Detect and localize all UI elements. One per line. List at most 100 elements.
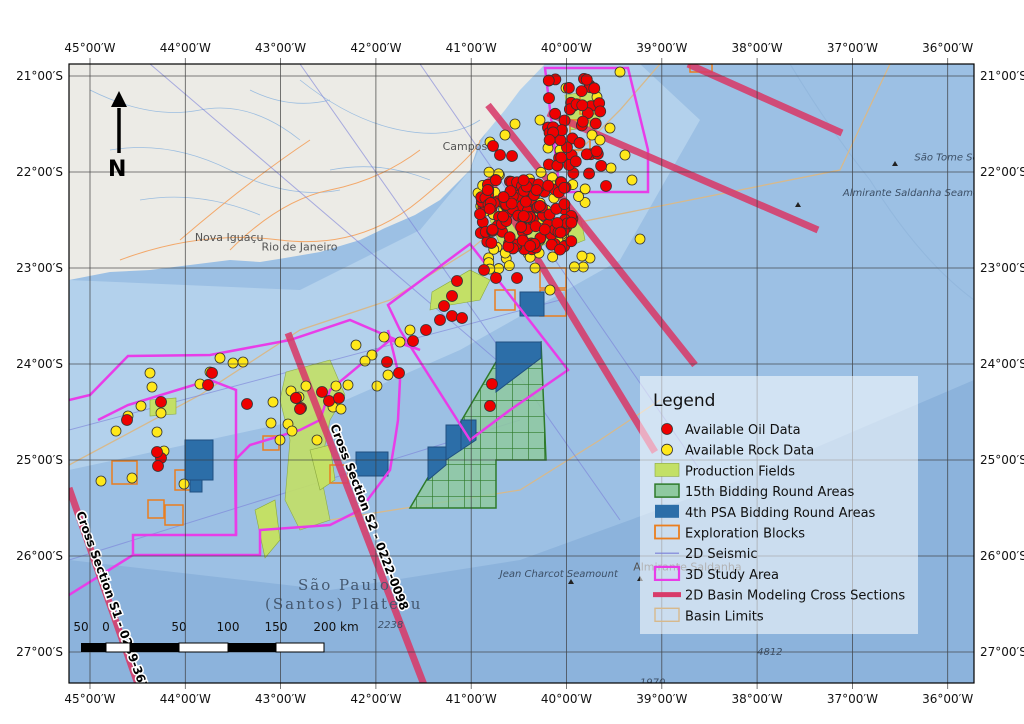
cross-section-lines xyxy=(69,64,844,683)
oil-data-point xyxy=(576,99,589,112)
scale-bar-label: 50 xyxy=(73,620,88,634)
latitude-tick-label: 22°00′S xyxy=(980,165,1024,179)
oil-data-point xyxy=(333,392,345,404)
rock-data-point xyxy=(144,367,156,379)
rock-data-point xyxy=(265,417,277,429)
legend-label: 15th Bidding Round Areas xyxy=(685,485,854,500)
oil-data-point xyxy=(407,335,419,347)
rock-data-point xyxy=(151,426,163,438)
rock-data-point xyxy=(227,357,239,369)
rock-data-point xyxy=(614,66,626,78)
oil-data-point xyxy=(506,150,518,162)
oil-data-point xyxy=(241,398,253,410)
legend-label: 2D Basin Modeling Cross Sections xyxy=(685,589,905,604)
legend-item: 2D Basin Modeling Cross Sections xyxy=(653,589,905,604)
legend-label: 4th PSA Bidding Round Areas xyxy=(685,506,876,521)
oil-data-point xyxy=(588,82,601,95)
longitude-tick-label: 38°00′W xyxy=(732,692,783,706)
place-label: Rio de Janeiro xyxy=(262,241,338,254)
oil-data-point xyxy=(446,310,458,322)
oil-data-point xyxy=(503,231,516,244)
oil-data-point xyxy=(505,197,518,210)
oil-data-point xyxy=(484,400,496,412)
longitude-tick-label: 41°00′W xyxy=(446,692,497,706)
oil-data-point xyxy=(530,184,543,196)
rock-data-point xyxy=(366,349,378,361)
legend-round15-symbol xyxy=(654,483,680,498)
longitude-tick-label: 41°00′W xyxy=(446,41,497,55)
rock-data-point xyxy=(569,261,580,273)
legend: Legend Available Oil Data Available Rock … xyxy=(640,376,918,634)
latitude-tick-label: 26°00′S xyxy=(980,549,1024,563)
rock-data-point xyxy=(604,122,616,134)
rock-data-point xyxy=(300,380,312,392)
place-label: Nova Iguaçu xyxy=(195,231,264,244)
rock-data-point xyxy=(544,284,556,296)
legend-item: Production Fields xyxy=(654,463,795,479)
scale-segment xyxy=(105,642,131,653)
rock-data-point xyxy=(573,191,584,202)
oil-data-point xyxy=(323,395,335,407)
latitude-tick-label: 24°00′S xyxy=(980,357,1024,371)
longitude-tick-label: 44°00′W xyxy=(160,41,211,55)
latitude-tick-label: 23°00′S xyxy=(980,261,1024,275)
latitude-tick-label: 21°00′S xyxy=(16,69,63,83)
oil-data-point xyxy=(538,223,551,236)
oil-data-point xyxy=(600,180,612,192)
continental-shelf xyxy=(69,64,700,470)
rock-data-point xyxy=(237,356,249,368)
legend-psa-symbol xyxy=(655,504,679,518)
longitude-tick-label: 36°00′W xyxy=(922,692,973,706)
rock-data-point xyxy=(178,478,190,490)
longitude-tick-label: 36°00′W xyxy=(922,41,973,55)
rock-data-point xyxy=(378,331,390,343)
legend-label: Available Rock Data xyxy=(685,444,814,459)
oil-data-point xyxy=(524,240,537,252)
oil-data-point xyxy=(294,403,306,415)
legend-label: Basin Limits xyxy=(685,609,764,624)
latitude-tick-label: 27°00′S xyxy=(980,645,1024,659)
rock-data-point xyxy=(534,114,546,126)
longitude-tick-label: 39°00′W xyxy=(636,41,687,55)
latitude-tick-label: 23°00′S xyxy=(16,261,63,275)
rock-data-point xyxy=(359,355,371,367)
map-frame xyxy=(68,63,975,684)
scale-bar-label: 0 xyxy=(102,620,110,634)
legend-label: 3D Study Area xyxy=(685,568,779,583)
oil-data-point xyxy=(481,184,494,196)
oil-data-point xyxy=(569,155,582,168)
legend-label: Available Oil Data xyxy=(685,423,801,438)
latitude-tick-label: 24°00′S xyxy=(16,357,63,371)
oil-data-point xyxy=(554,243,566,256)
legend-item: Basin Limits xyxy=(654,607,764,624)
legend-item: 15th Bidding Round Areas xyxy=(654,483,854,500)
longitude-tick-label: 39°00′W xyxy=(636,692,687,706)
scale-segment xyxy=(228,643,276,652)
oil-data-point xyxy=(580,148,593,161)
oil-data-point xyxy=(583,167,595,180)
oil-data-point xyxy=(489,174,502,187)
oil-data-point xyxy=(542,74,555,87)
latitude-tick-label: 27°00′S xyxy=(16,645,63,659)
rock-data-point xyxy=(499,129,511,141)
rock-data-point xyxy=(110,425,122,437)
oil-data-point xyxy=(202,379,214,391)
scale-segment xyxy=(130,643,179,652)
rock-data-point xyxy=(371,380,383,392)
oil-data-point xyxy=(515,221,527,233)
legend-label: Exploration Blocks xyxy=(685,527,805,542)
rock-data-point xyxy=(626,174,638,186)
legend-items: Available Oil Data Available Rock Data Pro… xyxy=(653,423,905,624)
legend-exploration-symbol xyxy=(654,524,680,540)
rock-data-point xyxy=(503,260,515,272)
oil-data-point xyxy=(438,300,450,312)
oil-data-point xyxy=(543,134,556,146)
oil-data-point xyxy=(451,275,463,287)
latitude-tick-label: 26°00′S xyxy=(16,549,63,563)
longitude-tick-label: 45°00′W xyxy=(64,41,115,55)
oil-data-point xyxy=(483,202,496,215)
legend-label: Production Fields xyxy=(685,464,795,479)
scale-bar-label: 150 xyxy=(265,620,288,634)
place-label: São Tome Sea xyxy=(914,152,984,163)
